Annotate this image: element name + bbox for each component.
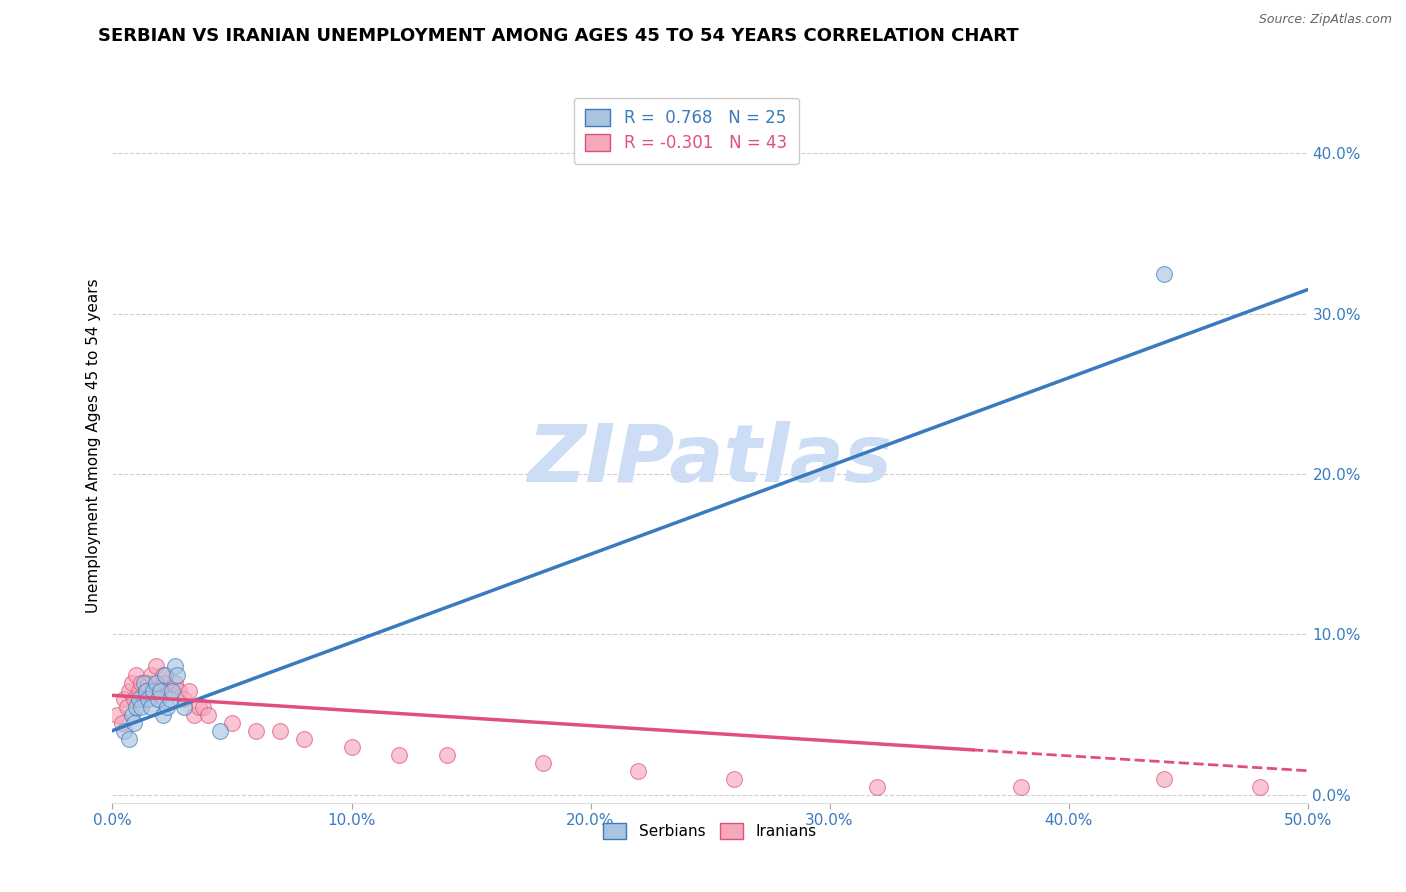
Point: [118, 683, 141, 698]
Point: [105, 707, 128, 722]
Point: [156, 699, 179, 714]
Text: ZIPatlas: ZIPatlas: [527, 421, 893, 500]
Point: [388, 747, 411, 762]
Point: [149, 683, 172, 698]
Point: [139, 667, 162, 681]
Point: [183, 707, 205, 722]
Text: SERBIAN VS IRANIAN UNEMPLOYMENT AMONG AGES 45 TO 54 YEARS CORRELATION CHART: SERBIAN VS IRANIAN UNEMPLOYMENT AMONG AG…: [98, 27, 1019, 45]
Point: [159, 683, 181, 698]
Point: [139, 699, 162, 714]
Text: Source: ZipAtlas.com: Source: ZipAtlas.com: [1258, 13, 1392, 27]
Point: [142, 683, 165, 698]
Point: [209, 723, 232, 738]
Point: [114, 723, 135, 738]
Point: [146, 691, 169, 706]
Point: [138, 675, 160, 690]
Point: [1153, 772, 1175, 786]
Point: [177, 683, 200, 698]
Point: [145, 659, 167, 673]
Point: [142, 683, 165, 698]
Point: [187, 699, 209, 714]
Point: [145, 675, 167, 690]
Point: [122, 715, 145, 730]
Point: [163, 659, 186, 673]
Point: [197, 707, 219, 722]
Point: [723, 772, 745, 786]
Point: [128, 683, 150, 698]
Point: [159, 691, 181, 706]
Point: [1153, 267, 1175, 281]
Point: [153, 675, 176, 690]
Point: [1010, 780, 1032, 794]
Point: [121, 707, 143, 722]
Point: [122, 691, 145, 706]
Point: [173, 699, 195, 714]
Point: [153, 667, 176, 681]
Point: [132, 691, 155, 706]
Point: [125, 667, 148, 681]
Point: [129, 699, 152, 714]
Point: [173, 691, 195, 706]
Point: [138, 691, 160, 706]
Point: [152, 707, 174, 722]
Y-axis label: Unemployment Among Ages 45 to 54 years: Unemployment Among Ages 45 to 54 years: [86, 278, 101, 614]
Point: [340, 739, 363, 754]
Point: [269, 723, 291, 738]
Point: [292, 731, 315, 746]
Point: [193, 699, 215, 714]
Point: [111, 715, 134, 730]
Point: [152, 667, 174, 681]
Point: [169, 683, 191, 698]
Point: [221, 715, 243, 730]
Point: [627, 764, 650, 778]
Point: [114, 691, 135, 706]
Point: [436, 747, 458, 762]
Point: [118, 731, 141, 746]
Point: [125, 699, 148, 714]
Point: [162, 683, 183, 698]
Point: [149, 683, 172, 698]
Point: [1249, 780, 1271, 794]
Point: [245, 723, 267, 738]
Point: [866, 780, 889, 794]
Point: [121, 675, 143, 690]
Point: [128, 691, 150, 706]
Point: [166, 667, 188, 681]
Point: [135, 683, 157, 698]
Point: [531, 756, 554, 770]
Point: [132, 675, 155, 690]
Point: [115, 699, 138, 714]
Point: [135, 683, 157, 698]
Point: [129, 675, 152, 690]
Point: [163, 675, 186, 690]
Point: [146, 691, 169, 706]
Legend: Serbians, Iranians: Serbians, Iranians: [598, 817, 823, 845]
